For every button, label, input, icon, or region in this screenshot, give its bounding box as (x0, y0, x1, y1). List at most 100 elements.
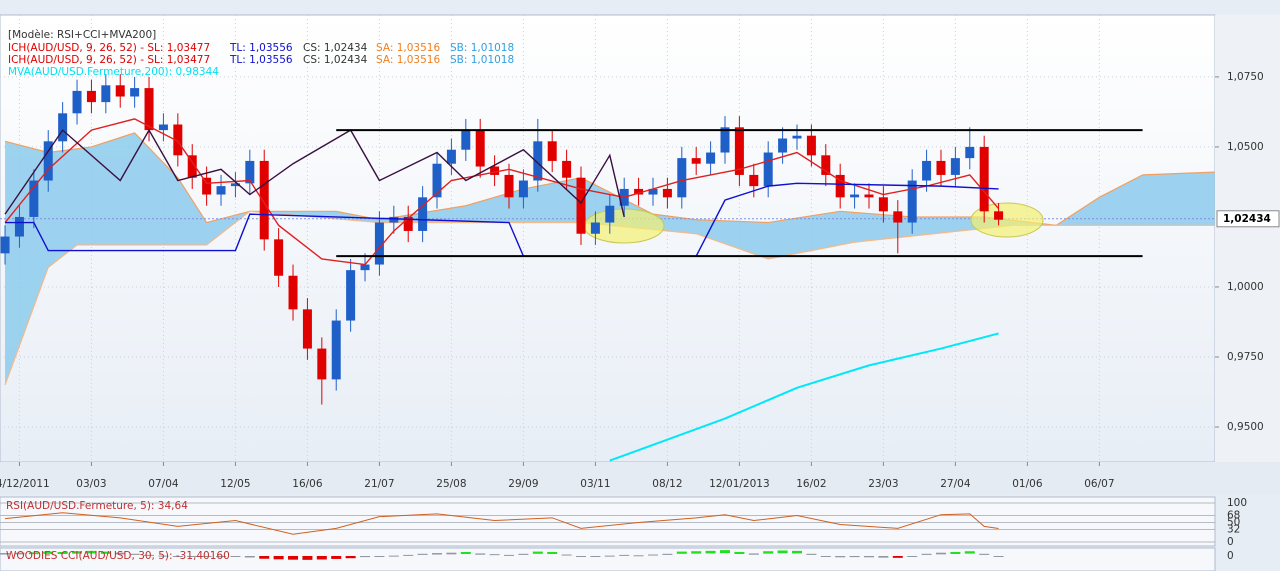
candle-body (504, 174, 514, 198)
y-tick-label: 1,0750 (1227, 71, 1264, 83)
indicator-line (4, 118, 1000, 266)
cci-bar (14, 552, 25, 555)
candle-body (14, 216, 24, 237)
cci-panel (0, 547, 1216, 571)
candle-body (936, 160, 946, 175)
cci-bar (791, 550, 802, 554)
candle-body (994, 211, 1004, 220)
x-tick-label: 21/07 (364, 478, 394, 490)
cci-bar (676, 551, 687, 554)
candle-body (691, 158, 701, 164)
candle-body (576, 177, 586, 234)
candle-body (187, 155, 197, 178)
cci-bar (129, 553, 140, 555)
cci-bar (345, 556, 356, 559)
legend-entry: ICH(AUD/USD, 9, 26, 52) - SL: 1,03477 (8, 42, 210, 54)
cci-bar (648, 554, 659, 556)
cci-bar (532, 551, 543, 554)
candle-body (979, 146, 989, 212)
cci-bar (604, 555, 615, 557)
legend-entry: TL: 1,03556 (229, 54, 293, 66)
rsi-tick-label: 100 (1227, 497, 1247, 509)
cci-bar (518, 553, 529, 555)
cci-bar (633, 555, 644, 557)
candle-body (677, 158, 687, 198)
cci-bar (100, 551, 111, 554)
candle-body (518, 180, 528, 198)
cci-bar (950, 551, 961, 554)
rsi-tick-label: 32 (1227, 524, 1240, 536)
y-tick-label: 0,9500 (1227, 421, 1264, 433)
y-tick-label: 0,9750 (1227, 351, 1264, 363)
candle-body (835, 174, 845, 198)
candle-body (259, 160, 269, 240)
legend: ICH(AUD/USD, 9, 26, 52) - SL: 1,03477 TL:… (8, 42, 514, 78)
candle-body (115, 85, 125, 97)
cci-bar (187, 556, 198, 557)
cci-bar (460, 551, 471, 554)
cci-bar (878, 556, 889, 558)
candle-body (475, 130, 485, 167)
x-tick-label: 16/02 (796, 478, 826, 490)
cci-bar (374, 556, 385, 557)
candle-body (230, 183, 240, 187)
cci-bar (719, 550, 730, 554)
cci-bar (705, 550, 716, 554)
cci-bar (993, 556, 1004, 557)
candle-body (864, 194, 874, 198)
cci-tick-label: 0 (1227, 550, 1234, 562)
cci-bar (216, 556, 227, 558)
candle-body (562, 160, 572, 178)
candle-body (274, 239, 284, 276)
legend-entry: TL: 1,03556 (229, 42, 293, 54)
candle-body (0, 236, 10, 254)
template-label: [Modèle: RSI+CCI+MVA200] (8, 29, 156, 41)
senkou-span-b (4, 210, 1215, 386)
cci-bar (979, 553, 990, 555)
cci-bar (360, 556, 371, 558)
cci-bar (259, 556, 270, 559)
candle-body (86, 90, 96, 103)
cci-bar (432, 553, 443, 555)
x-tick-label: 29/09 (508, 478, 538, 490)
cci-bar (691, 551, 702, 554)
x-tick-label: 16/06 (292, 478, 323, 490)
candle-body (461, 130, 471, 150)
cci-bar (547, 551, 558, 554)
x-tick-label: 03/03 (76, 478, 106, 490)
y-tick-label: 1,0500 (1227, 141, 1264, 153)
candle-body (720, 127, 730, 153)
candle-body (590, 222, 600, 234)
candle-body (821, 155, 831, 175)
cci-bar (115, 552, 126, 555)
candle-body (763, 152, 773, 187)
indicator-line (4, 128, 625, 218)
cci-bar (158, 555, 169, 557)
cci-bar (316, 556, 327, 560)
last-price-label: 1,02434 (1223, 213, 1271, 225)
candle-body (418, 197, 428, 231)
indicator-line (609, 332, 999, 462)
cci-bar (892, 556, 903, 558)
cci-bar (504, 554, 515, 556)
last-price-box (1216, 210, 1280, 228)
candle-body (173, 124, 183, 156)
cci-bar (288, 556, 299, 560)
candle-body (547, 141, 557, 161)
cci-bar (331, 556, 342, 559)
x-tick-label: 25/08 (436, 478, 466, 490)
overlay (0, 74, 1143, 462)
legend-entry: ICH(AUD/USD, 9, 26, 52) - SL: 1,03477 (8, 54, 210, 66)
candle-body (749, 174, 759, 187)
cci-bar (849, 556, 860, 558)
cci-bar (302, 556, 313, 560)
candle-body (331, 320, 341, 380)
candle-body (202, 177, 212, 195)
rsi-line (4, 512, 999, 535)
cci-bar (964, 551, 975, 554)
candle-body (922, 160, 932, 181)
cci-bar (748, 553, 759, 555)
x-axis-area (0, 462, 1280, 494)
candle-body (216, 186, 226, 195)
x-tick-label: 01/06 (1012, 478, 1043, 490)
